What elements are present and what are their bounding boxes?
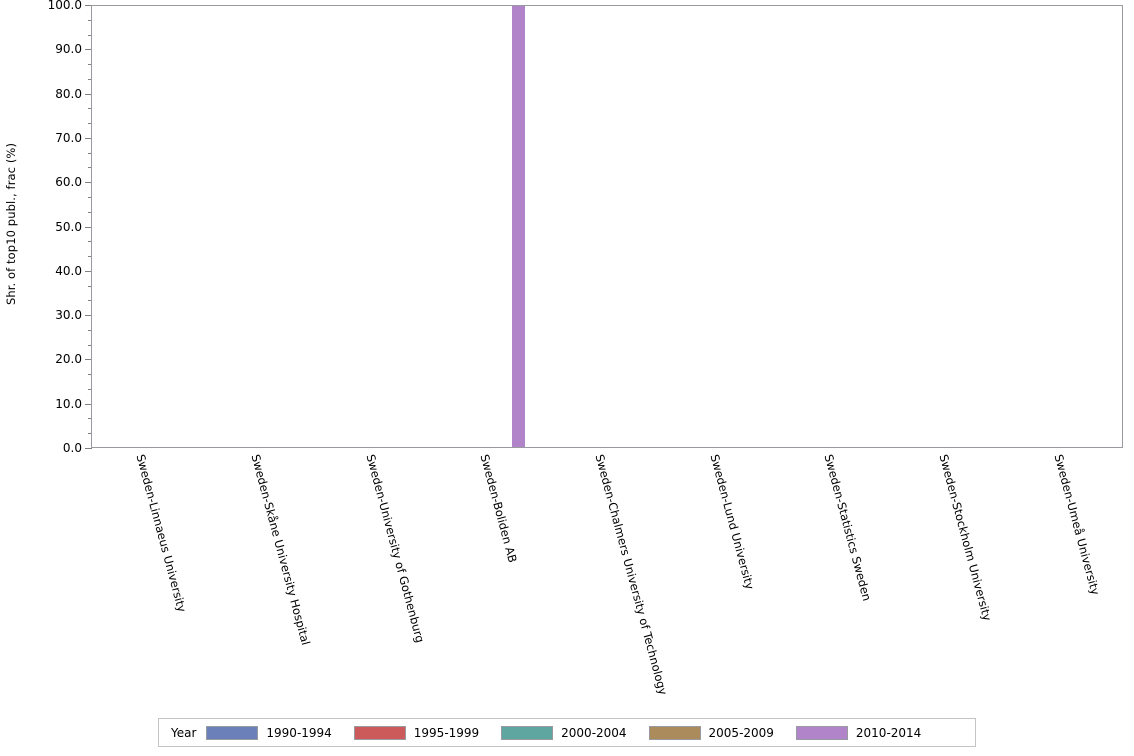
bar-group [462,6,525,447]
y-axis-tick-mark [85,226,92,228]
legend-entry[interactable]: 1995-1999 [353,725,501,740]
legend-entry[interactable]: 1990-1994 [206,725,353,740]
bar[interactable] [512,6,525,447]
y-axis-tick-mark [85,49,92,51]
x-axis-tick-label: Sweden-Statistics Sweden [821,452,875,603]
legend-entry-label: 2005-2009 [708,725,774,740]
y-axis-minor-tick-mark [88,196,92,198]
y-axis-title-text: Shr. of top10 publ., frac (%) [4,142,19,306]
x-axis-tick-label: Sweden-Umeå University [1051,452,1103,597]
bar-group [347,6,410,447]
y-axis-minor-tick-mark [88,344,92,346]
y-axis-minor-tick-mark [88,167,92,169]
bars-layer [92,6,1122,447]
legend-entry[interactable]: 2005-2009 [648,725,796,740]
y-axis-tick-mark [85,5,92,6]
x-axis-tick-label: Sweden-Linnaeus University [133,452,190,614]
y-axis-tick-labels: 0.0 10.0 20.0 30.0 40.0 50.0 60.0 70.0 80.0 90.0 1… [24,0,82,454]
y-axis-minor-tick-mark [88,433,92,435]
legend-color-swatch [501,725,554,740]
y-axis-minor-tick-mark [88,329,92,331]
y-axis-minor-tick-mark [88,78,92,80]
legend-entry-label: 1995-1999 [413,725,480,740]
y-axis-minor-tick-mark [88,34,92,36]
y-axis-tick-label: 30.0 [55,308,82,323]
x-axis-tick-label: Sweden-Chalmers University of Technology [592,452,671,697]
legend-entry-label: 1990-1994 [266,725,332,740]
bar-group [691,6,754,447]
legend: Year 1990-1994 1995-1999 2000-2004 2005-200… [158,718,976,747]
legend-color-swatch [353,725,406,740]
y-axis-tick-mark [85,403,92,405]
y-axis-minor-tick-mark [88,241,92,243]
y-axis-minor-tick-mark [88,374,92,376]
legend-color-swatch [648,725,701,740]
y-axis-title: Shr. of top10 publ., frac (%) [0,0,22,448]
x-axis-tick-label: Sweden-Skåne University Hospital [248,452,313,647]
y-axis-tick-mark [85,359,92,361]
x-axis-tick-label: Sweden-Lund University [707,452,757,591]
bar-group [1035,6,1098,447]
bar-group [920,6,983,447]
y-axis-tick-label: 10.0 [55,396,82,411]
legend-entry-label: 2010-2014 [855,725,922,740]
legend-entry-label: 2000-2004 [561,725,627,740]
y-axis-minor-tick-mark [88,108,92,110]
x-axis-tick-label: Sweden-Stockholm University [936,452,995,623]
y-axis-minor-tick-mark [88,123,92,125]
y-axis-ticks [84,0,92,454]
y-axis-tick-label: 100.0 [47,0,82,12]
legend-entry[interactable]: 2000-2004 [501,725,648,740]
y-axis-minor-tick-mark [88,64,92,66]
y-axis-minor-tick-mark [88,256,92,258]
bar-group [118,6,181,447]
y-axis-tick-label: 20.0 [55,352,82,367]
y-axis-tick-label: 90.0 [55,42,82,57]
y-axis-tick-mark [85,448,92,449]
legend-entries: 1990-1994 1995-1999 2000-2004 2005-2009 2010… [206,725,975,740]
y-axis-tick-label: 0.0 [62,441,82,455]
y-axis-minor-tick-mark [88,388,92,390]
bar-group [232,6,295,447]
legend-color-swatch [795,725,848,740]
y-axis-minor-tick-mark [88,211,92,213]
x-axis-tick-label: Sweden-University of Gothenburg [363,452,427,645]
y-axis-tick-mark [85,315,92,317]
y-axis-tick-label: 60.0 [55,175,82,190]
y-axis-tick-label: 70.0 [55,130,82,145]
y-axis-minor-tick-mark [88,300,92,302]
y-axis-minor-tick-mark [88,152,92,154]
bar-group [576,6,639,447]
y-axis-tick-mark [85,93,92,95]
y-axis-minor-tick-mark [88,285,92,287]
x-axis-tick-labels: Sweden-Linnaeus University Sweden-Skåne U… [91,449,1123,709]
legend-entry[interactable]: 2010-2014 [795,725,943,740]
y-axis-tick-label: 40.0 [55,263,82,278]
x-axis-tick-label: Sweden-Boliden AB [477,452,521,565]
y-axis-minor-tick-mark [88,418,92,420]
y-axis-tick-label: 50.0 [55,219,82,234]
y-axis-tick-label: 80.0 [55,86,82,101]
legend-color-swatch [206,725,259,740]
plot-area [91,5,1123,448]
y-axis-tick-mark [85,182,92,184]
legend-title: Year [171,725,197,740]
bar-group [806,6,869,447]
y-axis-tick-mark [85,137,92,139]
y-axis-minor-tick-mark [88,19,92,21]
y-axis-tick-mark [85,270,92,272]
